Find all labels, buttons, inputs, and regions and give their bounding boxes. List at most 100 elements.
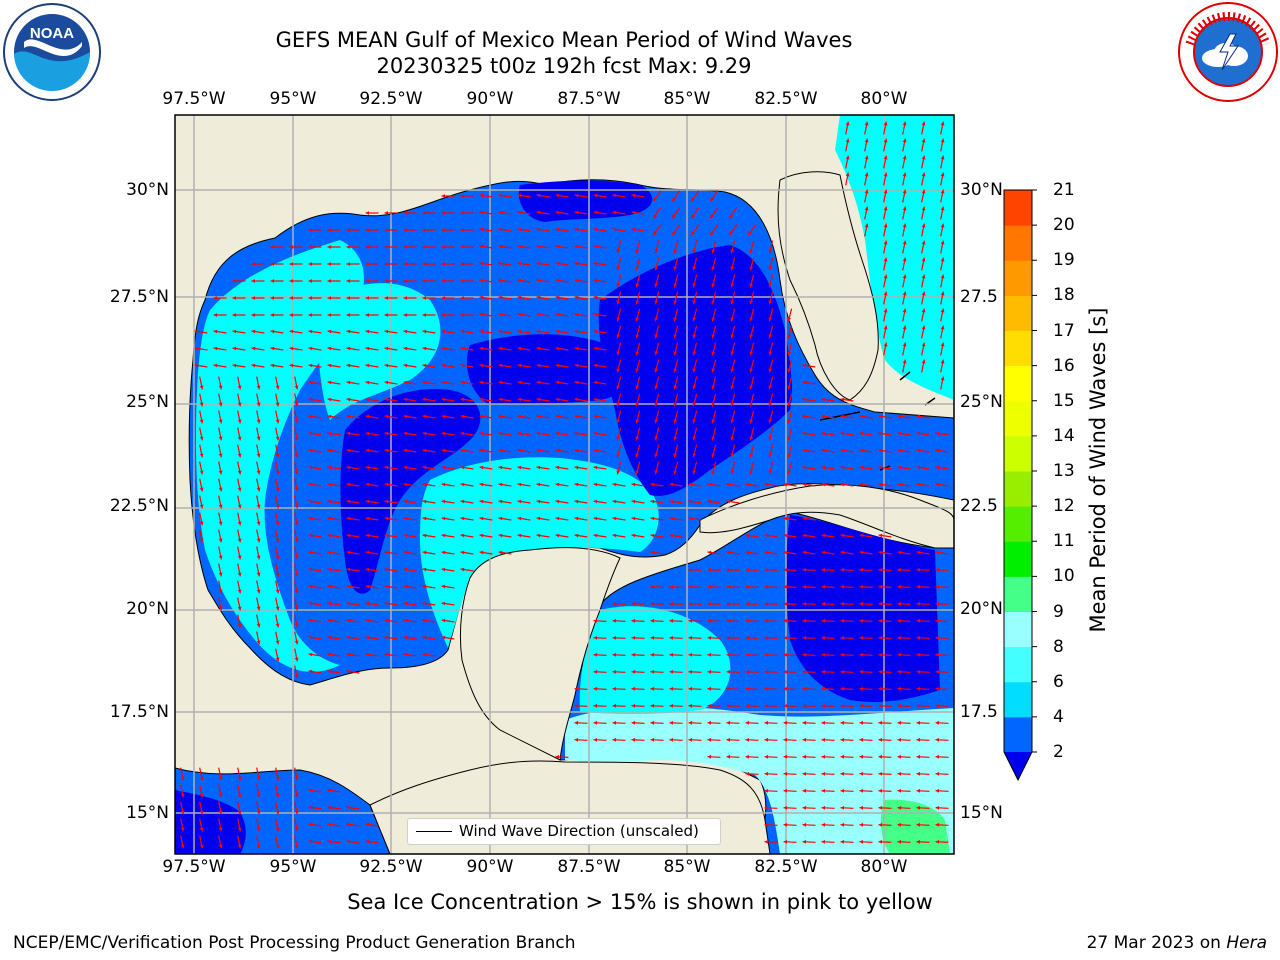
wind-arrow-head bbox=[237, 844, 242, 849]
wind-arrow-head bbox=[821, 550, 826, 555]
wind-arrow-head bbox=[289, 279, 293, 283]
wind-arrow-head bbox=[730, 453, 735, 458]
wind-arrow-head bbox=[441, 635, 446, 640]
wind-arrow-head bbox=[669, 686, 674, 691]
wind-arrow-head bbox=[275, 504, 280, 509]
wind-arrow-head bbox=[897, 669, 902, 674]
colorbar-tick-label: 14 bbox=[1053, 425, 1075, 446]
wind-arrow-head bbox=[237, 419, 242, 424]
wind-arrow-head bbox=[787, 453, 792, 458]
wind-arrow-head bbox=[840, 397, 845, 402]
wind-arrow-head bbox=[631, 193, 636, 198]
wind-arrow-head bbox=[749, 334, 754, 339]
wind-arrow-head bbox=[536, 465, 541, 470]
wind-arrow-head bbox=[902, 138, 907, 143]
wind-arrow-head bbox=[864, 172, 869, 177]
wind-arrow-head bbox=[859, 805, 864, 810]
wind-arrow-head bbox=[764, 720, 769, 725]
wind-arrow-head bbox=[517, 499, 522, 504]
wind-arrow-head bbox=[218, 504, 223, 509]
wind-arrow-head bbox=[878, 482, 883, 487]
wind-arrow-head bbox=[346, 822, 351, 827]
wind-arrow-head bbox=[555, 516, 560, 521]
wind-arrow-head bbox=[840, 822, 845, 827]
wind-arrow-head bbox=[897, 720, 902, 725]
wind-arrow-head bbox=[935, 737, 940, 742]
lon-label-top: 90°W bbox=[466, 89, 514, 109]
colorbar-tick-label: 15 bbox=[1053, 390, 1075, 411]
wind-arrow-head bbox=[631, 720, 636, 725]
colorbar-tick-label: 2 bbox=[1053, 742, 1064, 762]
wind-arrow-head bbox=[654, 470, 659, 475]
wind-arrow-head bbox=[916, 652, 921, 657]
wind-arrow-head bbox=[441, 567, 446, 572]
wind-arrow-head bbox=[783, 805, 788, 810]
wind-arrow-head bbox=[365, 431, 370, 436]
wind-arrow-head bbox=[897, 805, 902, 810]
wind-arrow-head bbox=[294, 827, 299, 832]
wind-arrow-head bbox=[730, 266, 735, 271]
wind-arrow-head bbox=[935, 754, 940, 759]
wind-arrow-head bbox=[498, 448, 503, 453]
wind-arrow-head bbox=[691, 197, 695, 202]
wind-arrow-head bbox=[327, 652, 332, 657]
wind-arrow-head bbox=[764, 754, 769, 759]
wind-arrow-head bbox=[536, 499, 541, 504]
wind-arrow-head bbox=[574, 499, 579, 504]
wind-arrow-head bbox=[631, 635, 636, 640]
wind-arrow-head bbox=[441, 329, 446, 334]
colorbar-segment bbox=[1004, 646, 1032, 683]
wind-arrow-head bbox=[479, 346, 484, 351]
wind-arrow-head bbox=[346, 584, 351, 589]
wind-arrow-head bbox=[768, 470, 773, 475]
map-frame bbox=[174, 114, 955, 855]
wind-arrow-head bbox=[787, 334, 792, 339]
wind-arrow-head bbox=[616, 300, 621, 305]
wind-arrow-head bbox=[650, 601, 655, 606]
wind-arrow-head bbox=[256, 640, 261, 645]
wind-arrow-head bbox=[859, 635, 864, 640]
shelf-central bbox=[318, 283, 441, 420]
legend-label: Wind Wave Direction (unscaled) bbox=[459, 822, 699, 840]
wind-arrow-head bbox=[612, 193, 617, 198]
wind-arrow-head bbox=[384, 550, 389, 555]
wind-arrow-head bbox=[232, 329, 237, 334]
wind-arrow-head bbox=[612, 227, 617, 232]
wind-arrow-head bbox=[346, 618, 351, 623]
wind-arrow-head bbox=[635, 266, 640, 271]
wind-arrow-head bbox=[821, 754, 826, 759]
wind-arrow-head bbox=[711, 266, 716, 271]
wind-arrow-head bbox=[688, 635, 693, 640]
wind-arrow-head bbox=[213, 329, 218, 334]
wind-arrow-head bbox=[783, 686, 788, 691]
wind-arrow-head bbox=[289, 346, 294, 351]
wind-arrow-head bbox=[726, 737, 731, 742]
wind-arrow-head bbox=[294, 487, 299, 492]
wind-arrow-head bbox=[256, 555, 261, 560]
wind-arrow-head bbox=[692, 334, 697, 339]
wind-arrow-head bbox=[669, 737, 674, 742]
wind-arrow-head bbox=[935, 601, 940, 606]
wind-arrow-head bbox=[650, 533, 655, 538]
wind-arrow-head bbox=[308, 567, 313, 572]
wind-arrow-head bbox=[256, 470, 261, 475]
wind-arrow-head bbox=[707, 550, 712, 555]
wind-arrow-head bbox=[384, 363, 389, 368]
wind-arrow-head bbox=[180, 827, 185, 832]
wind-arrow-head bbox=[574, 465, 579, 470]
wind-arrow-head bbox=[840, 465, 845, 470]
wind-arrow-head bbox=[821, 805, 826, 810]
wind-arrow-head bbox=[616, 436, 621, 441]
wind-arrow-head bbox=[384, 262, 388, 266]
wind-arrow-head bbox=[745, 737, 750, 742]
wind-arrow-head bbox=[237, 555, 242, 560]
wind-arrow-head bbox=[327, 363, 332, 368]
wind-arrow-head bbox=[460, 194, 464, 198]
wind-arrow-head bbox=[536, 312, 541, 317]
wind-arrow-head bbox=[821, 397, 826, 402]
wind-arrow-head bbox=[859, 652, 864, 657]
wind-arrow-head bbox=[883, 121, 888, 126]
wind-arrow-head bbox=[921, 359, 926, 364]
wind-arrow-head bbox=[555, 329, 560, 334]
wind-arrow-head bbox=[669, 584, 674, 589]
